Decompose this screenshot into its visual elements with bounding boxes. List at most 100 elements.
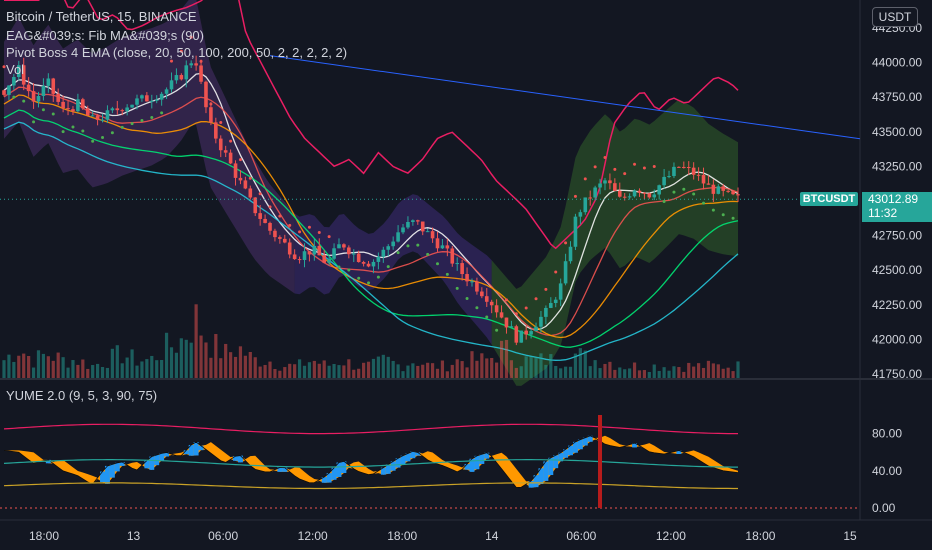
- sar-dot: [307, 225, 311, 229]
- candle-body: [327, 258, 331, 263]
- time-tick-label: 06:00: [566, 529, 596, 543]
- candle-body: [292, 254, 297, 260]
- sar-dot: [455, 286, 459, 290]
- sar-dot: [258, 192, 262, 196]
- volume-bar: [362, 362, 366, 378]
- volume-bar: [426, 362, 430, 378]
- oscillator-fill-blue: [405, 453, 411, 462]
- volume-bar: [460, 361, 464, 378]
- candle-body: [36, 96, 41, 102]
- sar-dot: [445, 272, 449, 276]
- oscillator-fill-blue: [164, 452, 170, 457]
- candle-body: [297, 259, 302, 261]
- candle-body: [204, 81, 208, 108]
- candle-body: [617, 190, 622, 197]
- candle-body: [667, 176, 671, 178]
- sar-dot: [524, 306, 528, 310]
- volume-bar: [381, 354, 385, 378]
- candle-body: [396, 232, 400, 242]
- sar-dot: [564, 241, 568, 245]
- sar-dot: [731, 216, 735, 220]
- volume-bar: [470, 351, 474, 378]
- volume-bar: [509, 360, 513, 378]
- volume-bar: [253, 357, 257, 378]
- oscillator-fill-blue: [237, 455, 243, 463]
- sar-dot: [268, 205, 272, 209]
- oscillator-fill-blue: [632, 443, 638, 448]
- sar-dot: [514, 312, 518, 316]
- sar-dot: [357, 276, 361, 280]
- sar-dot: [583, 177, 587, 181]
- candle-body: [46, 78, 51, 86]
- candle-body: [603, 180, 607, 184]
- candle-body: [499, 312, 504, 318]
- volume-bar: [490, 357, 494, 378]
- volume-bar: [583, 350, 587, 378]
- volume-bar: [61, 357, 65, 378]
- sar-dot: [554, 270, 558, 274]
- oscillator-fill-blue: [563, 449, 569, 458]
- candle-body: [337, 244, 341, 249]
- candle-body: [662, 176, 666, 186]
- oscillator-fill-blue: [380, 467, 386, 475]
- candle-body: [622, 196, 627, 198]
- volume-bar: [184, 339, 188, 378]
- oscillator-fill-blue: [385, 464, 391, 474]
- oscillator-tick-label: 80.00: [872, 427, 902, 441]
- volume-bar: [357, 368, 361, 378]
- oscillator-fill-blue: [282, 467, 288, 472]
- candle-body: [322, 255, 327, 263]
- candle-body: [189, 63, 193, 66]
- candle-body: [140, 95, 144, 99]
- candle-body: [489, 301, 494, 306]
- volume-bar: [27, 355, 31, 378]
- sar-dot: [179, 49, 183, 53]
- oscillator-fill-blue: [326, 473, 332, 483]
- candle-body: [233, 163, 238, 178]
- volume-bar: [36, 350, 41, 378]
- volume-bar: [386, 356, 390, 378]
- indicator-volume-label: Vol: [6, 62, 25, 77]
- sar-dot: [692, 192, 696, 196]
- candle-body: [420, 221, 425, 232]
- volume-bar: [224, 343, 228, 378]
- candle-body: [682, 166, 686, 168]
- oscillator-fill-blue: [104, 465, 110, 484]
- oscillator-fill-blue: [395, 458, 401, 468]
- candle-body: [120, 110, 125, 112]
- indicator-pivot-boss-label: Pivot Boss 4 EMA (close, 20, 50, 100, 20…: [6, 45, 348, 60]
- ema-trend-line: [3, 121, 739, 361]
- candle-body: [342, 244, 346, 248]
- oscillator-fill-blue: [390, 461, 396, 471]
- candle-body: [332, 248, 336, 259]
- volume-bar: [95, 363, 100, 378]
- candle-body: [66, 108, 70, 110]
- volume-bar: [199, 335, 203, 378]
- volume-bar: [559, 368, 563, 378]
- candle-body: [632, 190, 637, 197]
- volume-bar: [238, 346, 243, 378]
- volume-bar: [51, 360, 55, 378]
- ema-200-line: [3, 109, 739, 348]
- volume-bar: [563, 366, 568, 378]
- sar-dot: [633, 162, 637, 166]
- volume-bar: [672, 366, 676, 378]
- sar-dot: [386, 265, 390, 269]
- currency-unit-button[interactable]: USDT: [872, 7, 918, 27]
- candle-body: [529, 331, 533, 335]
- volume-bar: [539, 353, 543, 378]
- sar-dot: [71, 125, 75, 129]
- oscillator-fill-blue: [415, 452, 421, 456]
- oscillator-fill-blue: [193, 442, 199, 456]
- candle-body: [480, 291, 484, 297]
- oscillator-fill-blue: [188, 444, 194, 456]
- candle-body: [691, 167, 696, 175]
- candle-body: [51, 78, 56, 94]
- time-tick-label: 13: [127, 529, 141, 543]
- sar-dot: [160, 111, 164, 115]
- volume-bar: [573, 353, 578, 378]
- price-tick-label: 44000.00: [872, 56, 922, 70]
- volume-bar: [293, 364, 297, 378]
- sar-dot: [603, 156, 607, 160]
